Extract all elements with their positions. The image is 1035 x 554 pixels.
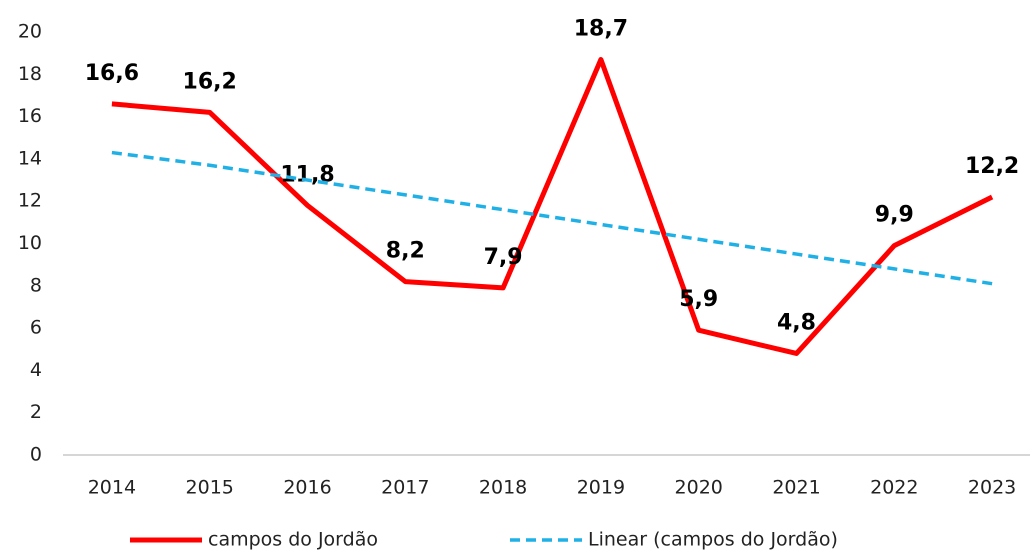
trend-line bbox=[111, 150, 993, 286]
x-tick-label: 2023 bbox=[968, 477, 1016, 499]
data-label: 16,2 bbox=[183, 69, 237, 94]
y-tick-label: 18 bbox=[18, 63, 42, 85]
y-tick-label: 10 bbox=[18, 232, 42, 254]
y-tick-label: 0 bbox=[30, 444, 42, 466]
data-label: 5,9 bbox=[679, 287, 718, 312]
y-tick-label: 14 bbox=[18, 147, 42, 169]
data-label: 7,9 bbox=[484, 245, 523, 270]
x-tick-label: 2018 bbox=[479, 477, 527, 499]
data-label: 18,7 bbox=[574, 16, 628, 41]
y-tick-label: 6 bbox=[30, 317, 42, 339]
y-tick-label: 2 bbox=[30, 401, 42, 423]
data-label: 4,8 bbox=[777, 310, 816, 335]
x-tick-label: 2014 bbox=[88, 477, 136, 499]
y-tick-label: 12 bbox=[18, 190, 42, 212]
data-label: 9,9 bbox=[875, 203, 914, 228]
y-tick-label: 8 bbox=[30, 274, 42, 296]
data-label: 8,2 bbox=[386, 239, 425, 264]
x-tick-label: 2015 bbox=[186, 477, 234, 499]
legend-label: Linear (campos do Jordão) bbox=[588, 529, 838, 551]
legend-label: campos do Jordão bbox=[208, 529, 378, 551]
y-tick-label: 20 bbox=[18, 21, 42, 43]
y-tick-label: 4 bbox=[30, 359, 42, 381]
x-tick-label: 2021 bbox=[772, 477, 820, 499]
x-tick-label: 2016 bbox=[283, 477, 331, 499]
data-label: 16,6 bbox=[85, 61, 139, 86]
x-tick-label: 2020 bbox=[675, 477, 723, 499]
y-tick-label: 16 bbox=[18, 105, 42, 127]
data-line bbox=[111, 56, 994, 356]
x-tick-label: 2022 bbox=[870, 477, 918, 499]
x-tick-label: 2019 bbox=[577, 477, 625, 499]
data-label: 12,2 bbox=[965, 154, 1019, 179]
x-tick-label: 2017 bbox=[381, 477, 429, 499]
